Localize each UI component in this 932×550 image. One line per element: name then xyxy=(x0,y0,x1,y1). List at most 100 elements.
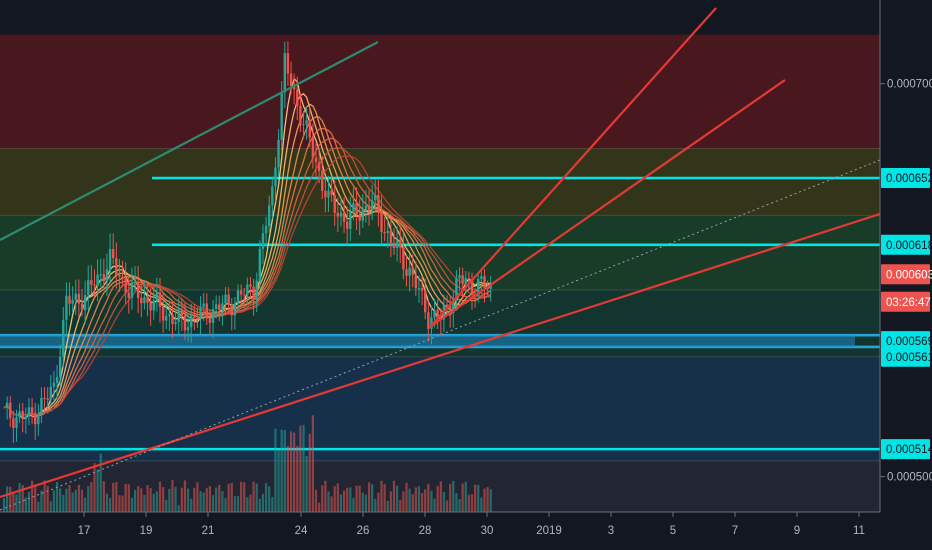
volume-bar xyxy=(243,482,246,512)
candle-body xyxy=(455,278,458,300)
candle-body xyxy=(9,402,12,419)
ma-line xyxy=(3,137,492,416)
channel-line xyxy=(0,41,379,241)
volume-bar xyxy=(261,493,265,512)
volume-bar xyxy=(286,445,290,512)
volume-bar xyxy=(158,481,162,512)
candle-body xyxy=(24,416,28,419)
candle-body xyxy=(470,279,474,294)
candle-body xyxy=(208,318,212,323)
volume-bar xyxy=(433,498,436,512)
candle-body xyxy=(389,230,393,243)
volume-bar xyxy=(49,501,52,512)
volume-bar xyxy=(442,492,446,512)
volume-bar xyxy=(149,488,152,512)
volume-bar xyxy=(430,490,433,512)
volume-bar xyxy=(90,482,93,512)
price-zone xyxy=(0,215,880,290)
candle-body xyxy=(380,210,383,232)
volume-bar xyxy=(436,485,439,512)
candle-body xyxy=(174,322,177,325)
volume-bar xyxy=(162,486,165,512)
candle-body xyxy=(30,407,34,413)
volume-bar xyxy=(27,491,31,512)
x-tick-label: 28 xyxy=(419,525,432,537)
candle-body xyxy=(146,297,149,303)
candle-body xyxy=(99,274,102,276)
price-label: 0.000603 xyxy=(886,269,932,281)
candle-body xyxy=(483,276,486,289)
candle-body xyxy=(408,267,411,276)
candle-body xyxy=(227,294,230,306)
candle-body xyxy=(330,190,333,195)
candle-body xyxy=(218,304,221,310)
volume-bar xyxy=(258,498,261,512)
candle-body xyxy=(461,275,464,284)
volume-bar xyxy=(137,486,140,512)
candle-body xyxy=(327,190,330,198)
volume-bar xyxy=(339,494,343,512)
volume-bar xyxy=(396,485,399,512)
volume-bar xyxy=(427,483,430,512)
x-tick-label: 9 xyxy=(794,525,800,537)
volume-bar xyxy=(133,489,137,512)
price-labels: 0.000652 0.000618 0.000603 03:26:47 0.000569… xyxy=(881,168,932,460)
price-label-bg xyxy=(881,234,930,255)
candle-body xyxy=(405,269,408,276)
volume-bar xyxy=(420,493,424,512)
volume-bar xyxy=(311,415,314,512)
volume-bar xyxy=(449,483,452,512)
volume-bar xyxy=(333,486,336,512)
trendlines[interactable] xyxy=(0,7,881,511)
candle-body xyxy=(402,247,405,270)
volume-bar xyxy=(12,491,15,512)
volume-bar xyxy=(252,481,255,512)
volume-bar xyxy=(280,429,283,512)
candle-body xyxy=(289,73,293,87)
volume-bar xyxy=(377,492,380,512)
candle-body xyxy=(168,314,171,316)
candle-body xyxy=(302,124,305,126)
volume-bar xyxy=(283,430,286,512)
y-tick-label: 0.000700 xyxy=(887,79,932,91)
volume-bar xyxy=(255,483,258,512)
volume-bar xyxy=(249,494,252,512)
candle-body xyxy=(311,137,315,158)
candle-body xyxy=(324,190,327,198)
volume-bar xyxy=(342,490,346,512)
volume-bar xyxy=(15,494,18,512)
volume-bar xyxy=(467,494,470,512)
candle-body xyxy=(264,225,268,234)
volume-bar xyxy=(480,497,483,512)
candle-body xyxy=(152,300,155,311)
candle-body xyxy=(268,205,271,226)
x-tick-label: 24 xyxy=(295,525,308,537)
candle-body xyxy=(377,195,380,211)
mid-trendline xyxy=(429,79,786,328)
volume-bar xyxy=(202,492,205,512)
volume-bar xyxy=(215,487,218,512)
candle-body xyxy=(136,281,140,298)
candle-body xyxy=(489,283,492,289)
candle-body xyxy=(346,222,349,229)
volume-bar xyxy=(364,494,368,512)
candle-body xyxy=(77,293,81,304)
volume-bar xyxy=(221,490,224,512)
volume-bar xyxy=(102,481,105,512)
candle-body xyxy=(395,240,399,249)
candle-body xyxy=(158,292,162,307)
candle-body xyxy=(458,275,461,279)
price-zone xyxy=(0,34,880,149)
support-band xyxy=(0,335,855,347)
volume-bar xyxy=(355,485,358,512)
volume-bar xyxy=(143,494,146,512)
candle-body xyxy=(417,288,421,290)
candle-body xyxy=(40,397,43,415)
x-tick-label: 19 xyxy=(140,525,153,537)
volume-bar xyxy=(59,488,62,512)
candle-body xyxy=(108,249,112,270)
candle-body xyxy=(5,402,9,408)
volume-bar xyxy=(9,486,12,512)
